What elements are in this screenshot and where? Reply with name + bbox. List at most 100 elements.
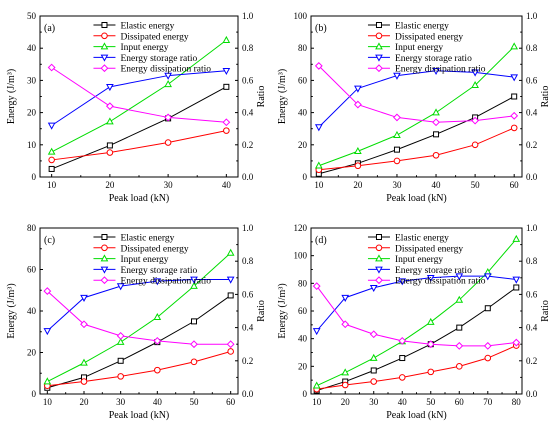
legend-marker	[375, 234, 382, 240]
legend-label: Energy dissipation ratio	[395, 277, 486, 287]
y2-tick-label: 0.0	[526, 172, 538, 182]
data-point	[510, 111, 519, 120]
data-point	[80, 358, 88, 366]
data-point	[106, 149, 114, 156]
data-point	[513, 284, 520, 291]
x-tick-label: 20	[341, 397, 351, 407]
x-tick-label: 60	[455, 397, 465, 407]
chart-panel-4: 10 20 30 40 50 60 70 80 0 20 40 60 80 100 120 0.0 0.2 0.4…	[277, 223, 550, 421]
legend-entry: Energy dissipation ratio	[367, 64, 486, 75]
data-point	[455, 363, 463, 370]
x-tick-label: 70	[483, 397, 493, 407]
legend-label: Energy storage ratio	[395, 266, 472, 276]
series-energy-dissipation-ratio	[47, 63, 231, 127]
data-point	[222, 35, 231, 43]
panel-label: (c)	[44, 235, 55, 246]
data-point	[43, 287, 52, 295]
series-energy-dissipation-ratio	[314, 62, 519, 127]
x-tick-label: 30	[369, 397, 379, 407]
legend-marker	[101, 22, 108, 28]
y2-tick-label: 0.2	[242, 356, 253, 366]
y-tick-label: 0	[32, 172, 37, 182]
y-axis-title: Energy (J/m³)	[6, 283, 17, 338]
y-axis-title: Energy (J/m³)	[277, 69, 288, 124]
y-tick-label: 50	[27, 11, 37, 21]
data-point	[116, 283, 125, 291]
y2-axis-title: Ratio	[540, 86, 550, 108]
legend-marker	[375, 54, 383, 62]
data-point	[222, 67, 231, 75]
x-axis-title: Peak load (kN)	[386, 193, 447, 204]
legend-marker	[100, 254, 109, 262]
series-elastic-energy	[48, 83, 230, 172]
data-point	[117, 373, 124, 380]
y2-tick-label: 0.8	[526, 256, 538, 266]
data-point	[227, 292, 234, 299]
series-elastic-energy	[315, 93, 518, 177]
series-input-energy	[43, 248, 235, 385]
legend-label: Elastic energy	[395, 22, 449, 32]
legend-label: Energy storage ratio	[120, 54, 197, 64]
series-energy-storage-ratio	[312, 273, 521, 336]
legend-entry: Energy storage ratio	[93, 54, 198, 64]
data-point	[512, 234, 521, 242]
data-point	[80, 320, 88, 329]
y-tick-label: 0	[303, 389, 308, 399]
data-point	[510, 74, 519, 82]
y-tick-label: 20	[27, 108, 37, 118]
data-point	[483, 273, 492, 281]
data-point	[341, 381, 349, 389]
series-line	[51, 70, 227, 126]
data-point	[105, 102, 114, 111]
legend-marker	[375, 254, 383, 262]
data-point	[164, 80, 172, 88]
legend-label: Dissipated energy	[395, 244, 463, 254]
y2-tick-label: 0.4	[242, 323, 254, 333]
data-point	[116, 337, 125, 345]
legend-label: Elastic energy	[395, 234, 449, 244]
data-point	[398, 374, 406, 381]
legend-marker	[100, 42, 109, 50]
data-point	[341, 294, 350, 302]
data-point	[455, 273, 464, 281]
legend-marker	[101, 244, 108, 252]
data-point	[226, 340, 235, 349]
x-axis-title: Peak load (kN)	[109, 193, 170, 204]
data-point	[471, 116, 480, 125]
data-point	[80, 294, 88, 302]
data-point	[227, 348, 234, 355]
x-tick-label: 20	[353, 180, 363, 190]
x-tick-label: 50	[471, 180, 481, 190]
legend-entry: Dissipated energy	[367, 32, 463, 42]
data-point	[190, 281, 198, 289]
data-point	[432, 151, 440, 159]
y2-tick-label: 0.2	[526, 140, 537, 150]
x-tick-label: 80	[512, 397, 522, 407]
data-point	[455, 341, 464, 350]
y2-tick-label: 1.0	[526, 223, 538, 233]
data-point	[47, 122, 56, 130]
data-point	[80, 378, 88, 385]
y2-tick-label: 0.8	[242, 256, 254, 266]
legend-marker	[375, 266, 383, 274]
data-point	[164, 139, 172, 146]
y2-tick-label: 0.6	[526, 289, 538, 299]
data-point	[341, 320, 350, 329]
legend-label: Input energy	[120, 43, 168, 53]
data-point	[370, 378, 378, 385]
legend-entry: Dissipated energy	[93, 244, 189, 254]
series-line	[316, 345, 517, 390]
series-line	[318, 96, 515, 175]
data-point	[47, 147, 56, 155]
y2-tick-label: 1.0	[242, 11, 254, 21]
data-point	[190, 358, 198, 366]
data-point	[106, 84, 114, 92]
data-point	[426, 275, 435, 283]
series-line	[316, 238, 517, 387]
y-tick-label: 40	[27, 43, 37, 53]
data-point	[106, 117, 114, 125]
legend-entry: Dissipated energy	[93, 32, 189, 42]
y2-tick-label: 0.0	[242, 389, 254, 399]
data-point	[190, 340, 198, 349]
data-point	[512, 338, 521, 347]
